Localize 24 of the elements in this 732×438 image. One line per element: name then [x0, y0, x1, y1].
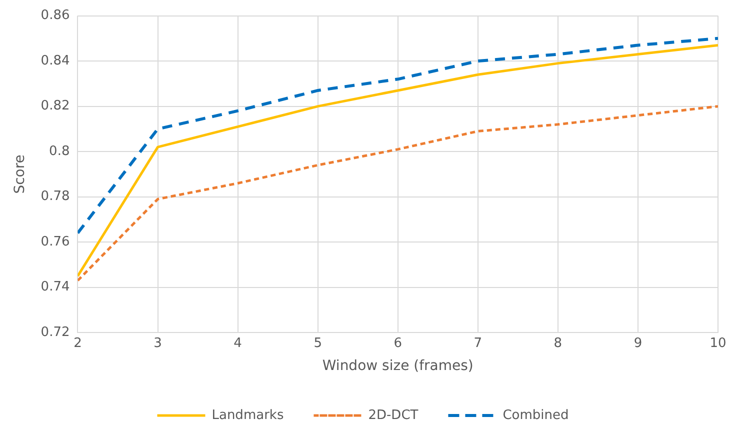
legend-label: 2D-DCT — [368, 408, 418, 423]
x-tick-label: 2 — [74, 336, 82, 351]
x-tick-label: 7 — [474, 336, 482, 351]
x-axis-title: Window size (frames) — [322, 358, 474, 374]
legend-label: Combined — [502, 408, 569, 423]
legend-label: Landmarks — [212, 408, 284, 423]
x-tick-label: 8 — [554, 336, 562, 351]
line-series — [78, 105, 718, 282]
x-tick-label: 6 — [394, 336, 402, 351]
x-tick-label: 10 — [710, 336, 726, 351]
y-axis-title: Score — [12, 154, 28, 194]
y-tick-label: 0.78 — [40, 189, 70, 204]
y-tick-label: 0.82 — [40, 98, 70, 114]
y-tick-label: 0.76 — [40, 234, 70, 250]
x-tick-label: 4 — [234, 336, 242, 351]
x-tick-label: 3 — [154, 336, 162, 351]
x-tick-label: 9 — [634, 336, 642, 351]
y-tick-label: 0.74 — [40, 280, 70, 295]
line-series — [78, 36, 718, 235]
y-tick-label: 0.8 — [49, 144, 70, 159]
y-tick-label: 0.86 — [40, 8, 70, 24]
y-tick-label: 0.84 — [40, 53, 70, 68]
x-tick-label: 5 — [314, 336, 322, 351]
y-tick-label: 0.72 — [40, 324, 70, 340]
